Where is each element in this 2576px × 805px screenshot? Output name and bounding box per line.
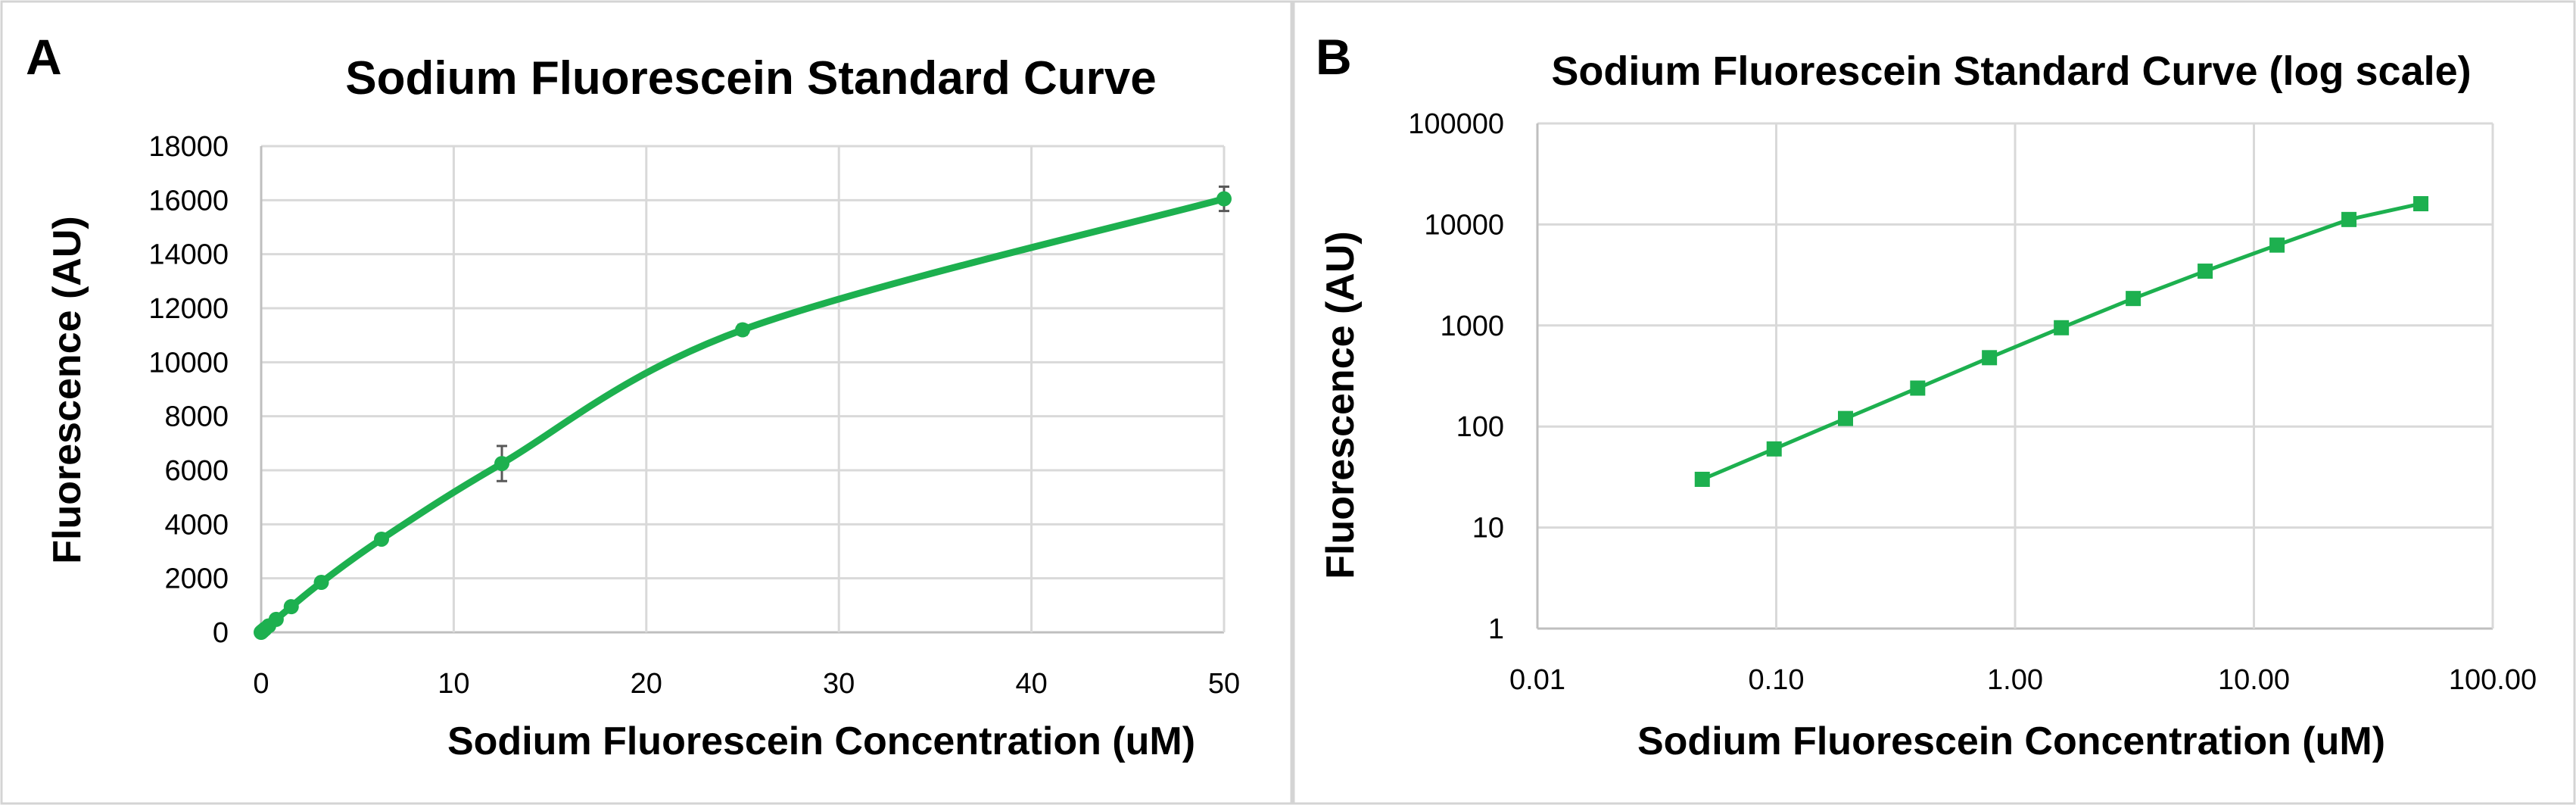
panel-a-y-tick-label: 2000 — [164, 563, 229, 595]
panel-a-data-point — [313, 575, 329, 591]
panel-b-data-point — [2269, 237, 2285, 253]
panel-a-y-tick-label: 4000 — [164, 509, 229, 541]
panel-b-x-tick-labels: 0.01 0.10 1.00 10.00 100.00 — [1509, 664, 2537, 696]
panel-a-y-tick-label: 8000 — [164, 401, 229, 433]
panel-a-series — [254, 186, 1232, 640]
panel-b-data-point — [2126, 291, 2141, 307]
panel-b-y-tick-label: 1000 — [1440, 310, 1504, 342]
panel-b-frame — [1292, 0, 2576, 805]
panel-a-y-tick-label: 12000 — [148, 293, 229, 325]
panel-b-letter: B — [1316, 29, 1352, 85]
panel-a-y-axis-label: Fluorescence (AU) — [45, 216, 89, 563]
panel-b-y-tick-label: 100 — [1456, 411, 1504, 443]
panel-a-x-tick-label: 50 — [1208, 668, 1240, 700]
panel-a-data-point — [735, 322, 750, 338]
panel-b-y-tick-labels: 1 10 100 1000 10000 100000 — [1408, 108, 1504, 645]
panel-b-data-point — [1910, 380, 1926, 396]
panel-a-x-tick-label: 40 — [1015, 668, 1047, 700]
panel-a-y-tick-label: 10000 — [148, 347, 229, 379]
panel-a-y-tick-labels: 0 2000 4000 6000 8000 10000 12000 14000 16000 180… — [148, 131, 229, 649]
panel-a-x-tick-label: 0 — [253, 668, 269, 700]
panel-a-y-tick-label: 14000 — [148, 239, 229, 271]
panel-b-x-axis-label: Sodium Fluorescein Concentration (uM) — [1637, 719, 2385, 763]
panel-b-title: Sodium Fluorescein Standard Curve (log s… — [1551, 48, 2471, 94]
panel-a-y-tick-label: 16000 — [148, 185, 229, 217]
panel-b-data-point — [1766, 441, 1782, 457]
panel-b-series — [1694, 195, 2429, 487]
panel-a-y-tick-label: 6000 — [164, 455, 229, 487]
panel-b-x-tick-label: 0.01 — [1509, 664, 1565, 696]
panel-b-y-tick-label: 100000 — [1408, 108, 1504, 140]
panel-a-data-point — [374, 531, 389, 547]
panel-a-x-tick-label: 30 — [823, 668, 855, 700]
panel-b: B Sodium Fluorescein Standard Curve (log… — [1292, 0, 2576, 805]
panel-a-data-point — [494, 456, 509, 472]
panel-a: A Sodium Fluorescein Standard Curve 0200… — [0, 0, 1293, 805]
panel-a-x-tick-labels: 0 10 20 30 40 50 — [253, 668, 1240, 700]
panel-b-y-tick-label: 1 — [1488, 613, 1504, 645]
panel-b-y-tick-label: 10000 — [1424, 209, 1504, 241]
panel-a-x-tick-label: 20 — [631, 668, 662, 700]
panel-a-x-axis-label: Sodium Fluorescein Concentration (uM) — [447, 719, 1195, 763]
panel-a-data-point — [1216, 191, 1232, 207]
panel-b-x-tick-label: 0.10 — [1749, 664, 1805, 696]
panel-b-y-tick-label: 10 — [1472, 513, 1504, 544]
panel-b-x-tick-label: 100.00 — [2449, 664, 2537, 696]
panel-a-y-tick-label: 0 — [213, 617, 229, 649]
panel-b-y-axis-label: Fluorescence (AU) — [1319, 231, 1363, 579]
panel-b-data-point — [1982, 350, 1998, 366]
panel-b-data-point — [2341, 211, 2357, 227]
panel-a-letter: A — [26, 29, 62, 85]
panel-a-gridlines — [260, 145, 1226, 634]
panel-b-data-point — [2198, 264, 2213, 279]
panel-b-data-point — [1838, 410, 1854, 426]
panel-a-data-point — [283, 599, 299, 615]
panel-a-x-tick-label: 10 — [438, 668, 469, 700]
panel-a-data-point — [268, 611, 284, 627]
panel-b-x-tick-label: 10.00 — [2218, 664, 2290, 696]
panel-a-y-tick-label: 18000 — [148, 131, 229, 163]
panel-b-data-point — [2413, 195, 2429, 211]
panel-a-title: Sodium Fluorescein Standard Curve — [345, 52, 1156, 105]
panel-b-x-tick-label: 1.00 — [1987, 664, 2043, 696]
panel-b-data-point — [2054, 320, 2070, 335]
panel-b-data-point — [1694, 471, 1710, 487]
